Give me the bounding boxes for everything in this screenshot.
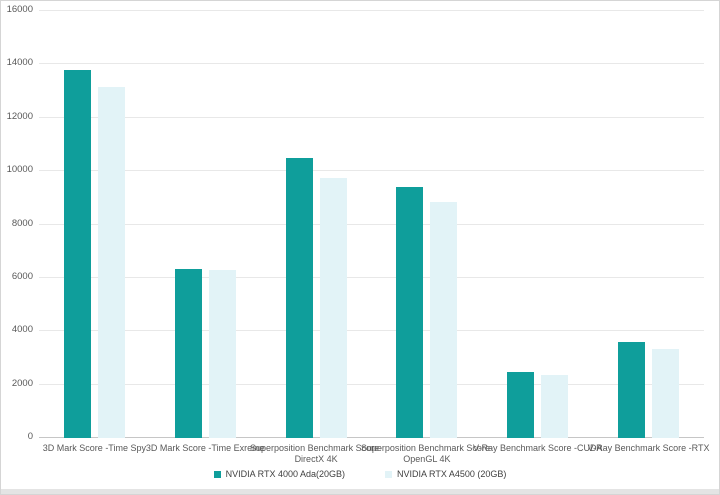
bar: [541, 374, 569, 438]
category-label: Superposition Benchmark Score-DirectX 4K: [250, 443, 383, 464]
y-gridline-6000: 6000: [12, 271, 704, 281]
bar-group: [371, 11, 482, 438]
plot-area: 0 2000 4000 6000 8000 10000 12000 14000 16000: [7, 5, 704, 442]
category-label: V-Ray Benchmark Score -RTX: [587, 443, 710, 453]
bar: [319, 177, 347, 438]
legend-swatch-icon: [213, 470, 221, 478]
category-label: Superposition Benchmark Score-OpenGL 4K: [360, 443, 493, 464]
bar: [208, 270, 236, 438]
category-label: 3D Mark Score -Time Exreme: [145, 443, 265, 453]
y-tick-label: 16000: [6, 4, 33, 15]
y-tick-label: 10000: [6, 164, 33, 176]
y-gridline-14000: 14000: [7, 58, 704, 68]
bar: [63, 69, 91, 438]
y-tick-label: 6000: [11, 270, 33, 282]
y-gridline-8000: 8000: [12, 218, 704, 228]
legend: NVIDIA RTX 4000 Ada(20GB) NVIDIA RTX A450…: [1, 469, 719, 479]
y-gridline-10000: 10000: [7, 165, 704, 175]
y-tick-label: 2000: [11, 377, 33, 389]
y-tick-label: 4000: [11, 324, 33, 336]
bar: [430, 202, 458, 438]
bar: [396, 187, 424, 438]
bar-group: [482, 11, 593, 438]
bar-groups-container: [39, 11, 704, 438]
y-gridline-12000: 12000: [7, 111, 704, 121]
legend-item: NVIDIA RTX 4000 Ada(20GB): [213, 469, 345, 479]
legend-swatch-icon: [385, 470, 392, 478]
y-tick-label: 0: [27, 431, 33, 442]
category-axis: 3D Mark Score -Time Spy 3D Mark Score -Ti…: [39, 443, 710, 469]
category-label: 3D Mark Score -Time Spy: [42, 443, 146, 453]
bar: [97, 86, 125, 438]
bar: [507, 371, 535, 438]
bar-group: [39, 11, 150, 438]
y-tick-label: 14000: [6, 57, 33, 69]
y-gridline-2000: 2000: [12, 378, 704, 388]
bar-group: [150, 11, 261, 438]
y-gridline-16000: 16000: [7, 5, 704, 15]
y-tick-label: 8000: [11, 217, 33, 229]
legend-item: NVIDIA RTX A4500 (20GB): [385, 469, 506, 479]
bar: [618, 341, 646, 438]
y-gridline-4000: 4000: [12, 325, 704, 335]
bar: [285, 157, 313, 438]
bar: [652, 348, 680, 438]
y-gridline-0: 0: [28, 432, 704, 442]
category-label: V-Ray Benchmark Score -CUDA: [472, 443, 603, 453]
legend-label: NVIDIA RTX A4500 (20GB): [397, 469, 507, 479]
bar-group: [261, 11, 372, 438]
legend-label: NVIDIA RTX 4000 Ada(20GB): [225, 469, 345, 479]
bar-group: [593, 11, 704, 438]
bar: [174, 268, 202, 438]
bottom-border-band: [1, 489, 719, 494]
y-tick-label: 12000: [6, 110, 33, 122]
